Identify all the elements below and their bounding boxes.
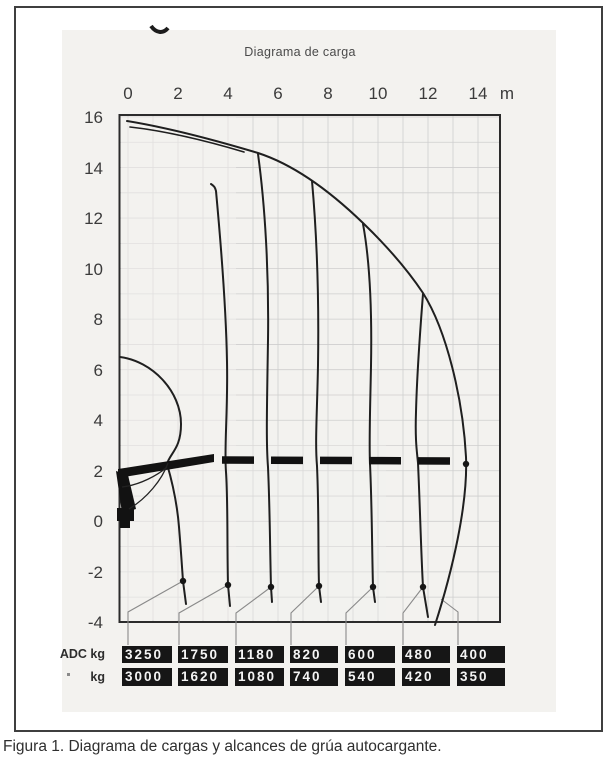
adc-value-cell: 400 — [457, 645, 505, 663]
x-tick-label: 4 — [223, 84, 233, 103]
leader-line — [290, 585, 320, 645]
y-tick-label: 6 — [93, 360, 103, 380]
x-tick-label: 12 — [418, 84, 438, 103]
crane-base-foot — [120, 521, 130, 528]
kg-value-cell: 740 — [290, 668, 338, 686]
y-tick-label: -4 — [87, 613, 103, 633]
crane-pillar — [116, 471, 136, 513]
boom-curve-6 — [414, 293, 429, 618]
y-tick-label: 2 — [93, 461, 103, 481]
max-reach-envelope-curve — [126, 120, 468, 626]
x-tick-label: 8 — [323, 84, 333, 103]
adc-row-label: ADC kg — [59, 647, 105, 661]
y-tick-label: -2 — [87, 562, 103, 582]
leader-lines — [127, 580, 459, 645]
kg-value-cell: 540 — [345, 668, 395, 686]
chart-title: Diagrama de carga — [244, 45, 356, 59]
x-tick-label: 0 — [123, 84, 133, 103]
scan-fade-left — [121, 117, 236, 620]
x-tick-label: 2 — [173, 84, 183, 103]
x-tick-label: 14 — [468, 84, 488, 103]
adc-value-cell: 3250 — [122, 645, 172, 663]
kg-value-cell: 420 — [402, 668, 450, 686]
y-tick-label: 0 — [93, 512, 103, 532]
endpoint-dot — [267, 583, 275, 591]
endpoint-dot — [419, 583, 427, 591]
y-tick-label: 4 — [93, 411, 103, 431]
y-tick-label: 16 — [84, 108, 103, 127]
leader-line — [440, 598, 459, 645]
kg-value-cell: 3000 — [122, 668, 172, 686]
y-tick-label: 14 — [84, 158, 103, 178]
adc-value-cell: 600 — [345, 645, 395, 663]
leader-line — [235, 586, 272, 645]
adc-value-cell: 820 — [290, 645, 338, 663]
boom-curve-4 — [311, 180, 322, 603]
crane-hook-line-2 — [121, 466, 168, 488]
adc-value-cell: 480 — [402, 645, 450, 663]
scan-artifact-mark — [149, 24, 170, 34]
kg-value-cell: 1080 — [235, 668, 284, 686]
scan-fade-bottom — [236, 440, 386, 620]
crane-base — [117, 508, 134, 521]
crane-arm — [118, 454, 214, 478]
chart-border — [118, 114, 501, 623]
endpoint-dot — [224, 581, 232, 589]
figure-caption: Figura 1. Diagrama de cargas y alcances … — [3, 738, 442, 755]
kg-value-cell: 350 — [457, 668, 505, 686]
endpoint-dot — [179, 577, 187, 585]
adc-value-cell: 1750 — [178, 645, 228, 663]
stabilizer-dashed-line — [221, 456, 460, 465]
boom-curve-5 — [362, 223, 376, 603]
envelope-inner-parallel-line — [129, 126, 245, 153]
y-tick-label: 12 — [84, 209, 103, 229]
endpoint-dot — [462, 460, 470, 468]
leader-line — [402, 586, 424, 645]
x-tick-label: 10 — [368, 84, 388, 103]
endpoint-dot — [369, 583, 377, 591]
x-axis-unit-label: m — [499, 84, 515, 103]
y-tick-label: 10 — [84, 259, 103, 279]
y-tick-label: 8 — [93, 310, 103, 330]
x-tick-label: 6 — [273, 84, 283, 103]
curve-endpoint-dots — [179, 460, 470, 591]
crane-sketch — [116, 454, 214, 528]
boom-curve-2 — [210, 183, 231, 607]
kg-value-cell: 1620 — [178, 668, 228, 686]
leader-line — [127, 580, 184, 645]
scan-speck — [67, 673, 70, 676]
kg-row-label: kg — [90, 670, 105, 684]
adc-value-cell: 1180 — [235, 645, 284, 663]
leader-line — [178, 584, 229, 645]
leader-line — [345, 586, 374, 645]
boom-curve-3 — [257, 153, 273, 603]
endpoint-dot — [315, 582, 323, 590]
